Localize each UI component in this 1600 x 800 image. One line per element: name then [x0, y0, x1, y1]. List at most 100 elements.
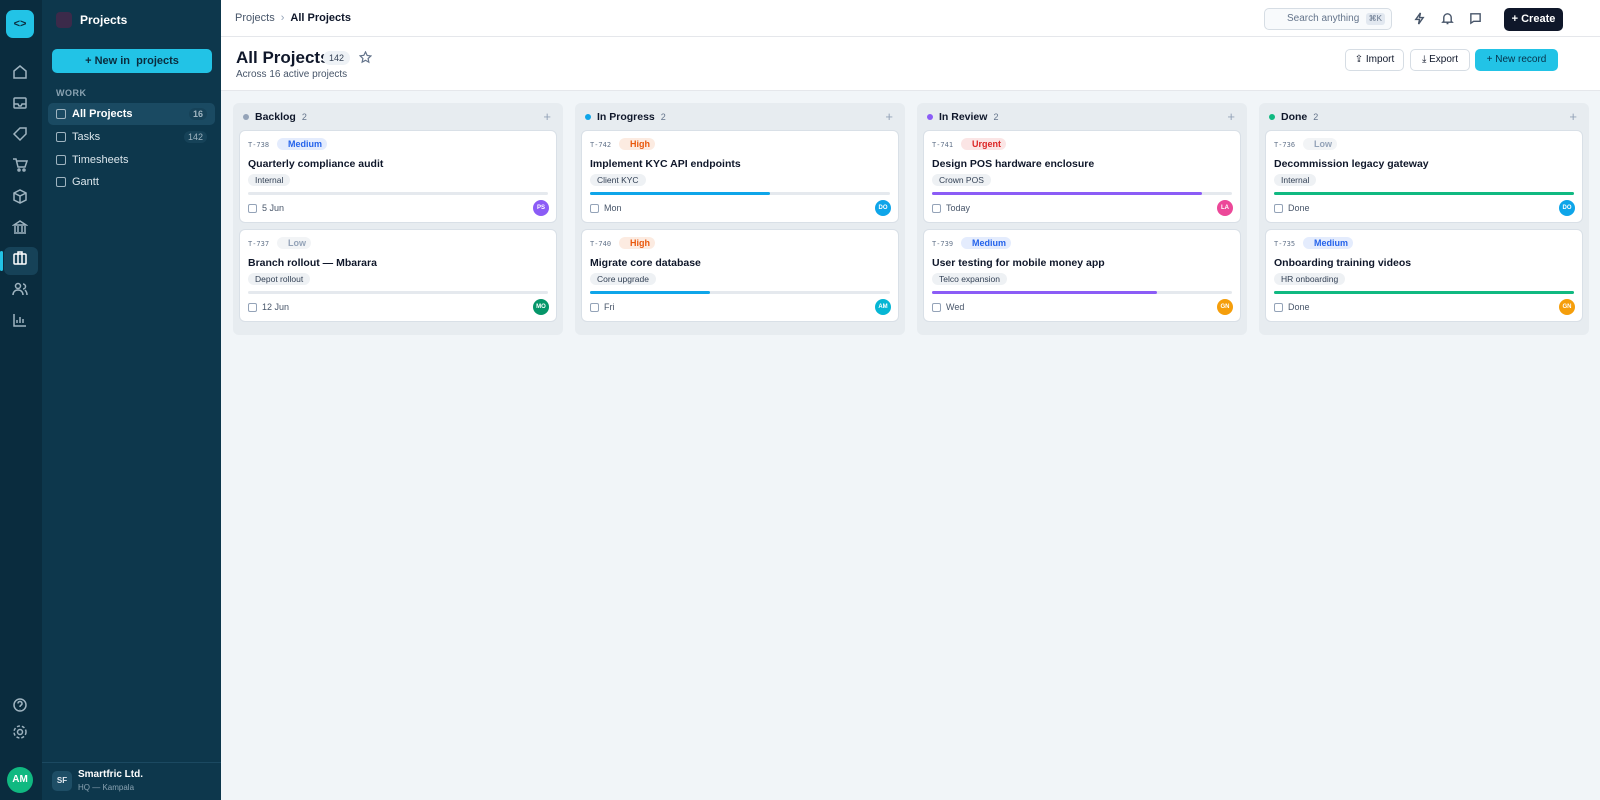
progress-fill: [932, 192, 1202, 195]
favorite-icon[interactable]: [359, 51, 372, 64]
task-id: T-739: [932, 240, 954, 248]
quick-actions-icon[interactable]: [1413, 12, 1426, 25]
help-icon[interactable]: [12, 697, 28, 713]
column-count: 2: [301, 111, 307, 122]
nav-item[interactable]: Tasks 142: [48, 126, 215, 148]
org-initials: SF: [52, 771, 72, 791]
status-dot: [1269, 113, 1275, 120]
nav-item[interactable]: Timesheets: [48, 149, 215, 171]
breadcrumb[interactable]: Projects: [235, 12, 275, 24]
priority-label: Low: [1314, 139, 1332, 149]
task-card[interactable]: T-736 Low Decommission legacy gateway Inter…: [1265, 130, 1583, 223]
priority-badge: Medium: [277, 138, 328, 150]
priority-badge: High: [619, 138, 655, 150]
nav-icon: [56, 132, 66, 142]
settings-icon[interactable]: [12, 724, 28, 740]
due-date: Done: [1288, 302, 1310, 312]
nav-item[interactable]: All Projects 16: [48, 103, 215, 125]
messages-icon[interactable]: [1469, 12, 1482, 25]
cart-icon[interactable]: [12, 157, 28, 173]
page-title: All Projects: [236, 48, 330, 67]
nav-label: All Projects: [72, 108, 133, 120]
priority-label: Medium: [288, 139, 323, 149]
task-card[interactable]: T-742 High Implement KYC API endpoints Clie…: [581, 130, 899, 223]
create-button[interactable]: + Create: [1504, 8, 1563, 31]
column-name: Done: [1281, 110, 1308, 123]
project-tag: Client KYC: [590, 174, 646, 186]
org-switcher[interactable]: SF Smartfric Ltd. HQ — Kampala: [42, 762, 221, 800]
calendar-icon: [1274, 303, 1283, 312]
assignee-avatar: MO: [533, 299, 549, 315]
task-card[interactable]: T-741 Urgent Design POS hardware enclosure…: [923, 130, 1241, 223]
inbox-icon[interactable]: [12, 95, 28, 111]
task-id: T-737: [248, 240, 270, 248]
create-label: Create: [1521, 13, 1556, 25]
people-icon[interactable]: [12, 281, 28, 297]
project-tag: Telco expansion: [932, 273, 1007, 285]
section-label: WORK: [56, 88, 87, 98]
nav-label: Timesheets: [72, 154, 129, 166]
priority-label: Low: [288, 238, 306, 248]
task-card[interactable]: T-740 High Migrate core database Core upgra…: [581, 229, 899, 322]
column-count: 2: [993, 111, 999, 122]
task-id: T-742: [590, 141, 612, 149]
project-tag: Internal: [1274, 174, 1317, 186]
nav-item[interactable]: Gantt: [48, 171, 215, 193]
due-date: Today: [946, 203, 971, 213]
sidebar-title: Projects: [56, 12, 127, 28]
task-title: User testing for mobile money app: [932, 257, 1105, 269]
add-card-button[interactable]: +: [885, 109, 893, 124]
nav-label: Gantt: [72, 176, 99, 188]
box-icon[interactable]: [12, 188, 28, 204]
column-name: In Progress: [597, 110, 655, 123]
reports-icon[interactable]: [12, 312, 28, 328]
tag-icon[interactable]: [12, 126, 28, 142]
assignee-avatar: GN: [1559, 299, 1575, 315]
add-card-button[interactable]: +: [543, 109, 551, 124]
new-record-button[interactable]: + New record: [1475, 49, 1558, 71]
logo[interactable]: <>: [6, 10, 34, 38]
task-card[interactable]: T-738 Medium Quarterly compliance audit Int…: [239, 130, 557, 223]
module-icon: [56, 12, 72, 28]
progress-track: [248, 192, 548, 195]
task-card[interactable]: T-737 Low Branch rollout — Mbarara Depot ro…: [239, 229, 557, 322]
search-shortcut: ⌘K: [1365, 13, 1385, 25]
status-dot: [927, 113, 933, 120]
progress-track: [932, 291, 1232, 294]
user-avatar[interactable]: AM: [7, 767, 33, 793]
task-card[interactable]: T-739 Medium User testing for mobile money…: [923, 229, 1241, 322]
column: Done 2 + T-736 Low Decommission legacy gatewa…: [1259, 103, 1589, 335]
bank-icon[interactable]: [12, 219, 28, 235]
import-button[interactable]: ⇪ Import: [1345, 49, 1404, 71]
projects-icon[interactable]: [12, 250, 28, 266]
nav-icon: [56, 109, 66, 119]
column-header: Backlog 2 +: [239, 103, 557, 130]
search-box[interactable]: Search anything ⌘K: [1264, 8, 1392, 30]
notifications-icon[interactable]: [1441, 12, 1454, 25]
add-card-button[interactable]: +: [1569, 109, 1577, 124]
due-date: Wed: [946, 302, 965, 312]
priority-badge: Low: [277, 237, 311, 249]
progress-track: [248, 291, 548, 294]
page-header: All Projects 142 Across 16 active projec…: [221, 37, 1600, 91]
progress-track: [1274, 192, 1574, 195]
home-icon[interactable]: [12, 64, 28, 80]
active-indicator: [0, 251, 3, 271]
add-card-button[interactable]: +: [1227, 109, 1235, 124]
project-tag: Crown POS: [932, 174, 991, 186]
priority-badge: Medium: [961, 237, 1012, 249]
new-button[interactable]: + New in projects: [52, 49, 212, 73]
task-id: T-735: [1274, 240, 1296, 248]
button-label: New record: [1495, 54, 1547, 65]
task-card[interactable]: T-735 Medium Onboarding training videos HR …: [1265, 229, 1583, 322]
task-id: T-741: [932, 141, 954, 149]
export-button[interactable]: ⤓ Export: [1410, 49, 1470, 71]
progress-fill: [590, 291, 710, 294]
column: In Review 2 + T-741 Urgent Design POS hardwar…: [917, 103, 1247, 335]
due-date: Done: [1288, 203, 1310, 213]
calendar-icon: [932, 204, 941, 213]
assignee-avatar: DO: [875, 200, 891, 216]
column: Backlog 2 + T-738 Medium Quarterly compliance…: [233, 103, 563, 335]
due-date: Fri: [604, 302, 615, 312]
